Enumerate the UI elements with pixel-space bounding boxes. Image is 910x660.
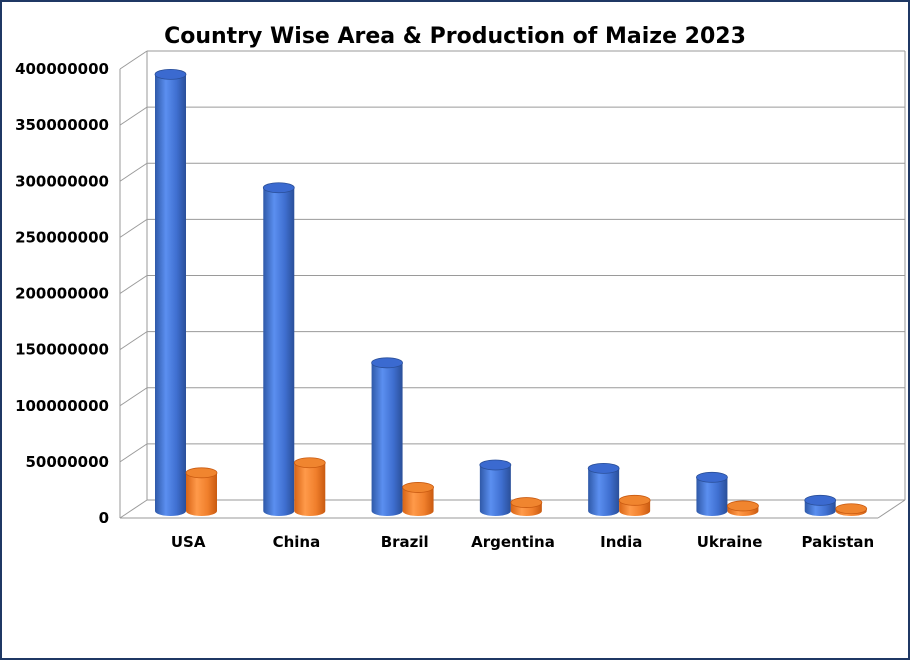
floor-right-edge (877, 499, 906, 519)
bar-top (262, 182, 295, 194)
bar-body (371, 362, 403, 516)
chart-grid (119, 50, 906, 519)
bar-series2 (835, 503, 868, 516)
chart-title: Country Wise Area & Production of Maize … (164, 24, 746, 49)
bar-top (293, 457, 326, 469)
x-tick-label: Argentina (471, 533, 555, 551)
bar-series2 (510, 497, 543, 516)
bar-series2 (618, 494, 651, 516)
y-tick-label: 150000000 (15, 341, 109, 359)
gridline-side (119, 50, 148, 70)
y-tick-label: 100000000 (15, 397, 109, 415)
y-axis-ticks: 0 50000000 100000000 150000000 200000000 2500… (15, 60, 109, 527)
bar-top (587, 462, 620, 474)
bar-body (294, 462, 326, 516)
y-tick-label: 200000000 (15, 285, 109, 303)
y-tick-label: 0 (99, 509, 109, 527)
bar-body (402, 487, 434, 516)
x-tick-label: Pakistan (801, 533, 874, 551)
bar-series1 (696, 471, 728, 516)
gridline-side (119, 387, 148, 407)
y-tick-label: 50000000 (26, 453, 110, 471)
bar-body (186, 472, 217, 516)
y-tick-label: 250000000 (15, 228, 109, 246)
bar-top (479, 459, 512, 471)
bar-top (835, 503, 868, 515)
bar-body (479, 464, 511, 516)
bar-body (588, 468, 620, 516)
bar-top (510, 497, 543, 508)
x-tick-label: Brazil (381, 533, 429, 551)
bar-top (402, 482, 434, 493)
bar-series2 (293, 457, 326, 516)
chart-bars (154, 68, 868, 516)
bar-series1 (371, 357, 403, 516)
bar-series2 (185, 467, 218, 516)
gridline-side (119, 331, 148, 351)
y-tick-label: 400000000 (15, 60, 109, 78)
gridline-side (119, 275, 148, 294)
bar-body (263, 187, 295, 516)
bar-top (154, 68, 187, 80)
bar-top (696, 471, 728, 483)
bar-series1 (587, 462, 620, 516)
bar-top (185, 467, 218, 479)
bar-series2 (402, 482, 434, 516)
bar-series1 (154, 68, 187, 516)
bar-series1 (804, 494, 837, 516)
x-tick-label: Ukraine (697, 533, 763, 551)
gridline-side (119, 218, 148, 238)
bar-top (371, 357, 403, 369)
bar-series1 (262, 182, 295, 516)
bar-series1 (479, 459, 512, 516)
gridline-side (119, 499, 148, 519)
gridline-side (119, 106, 148, 126)
bar-top (727, 500, 759, 512)
bar-body (696, 477, 728, 516)
x-tick-label: India (600, 533, 642, 551)
gridline-side (119, 443, 148, 463)
y-tick-label: 300000000 (15, 172, 109, 190)
gridline-side (119, 162, 148, 182)
bar-top (804, 494, 837, 506)
y-tick-label: 350000000 (15, 116, 109, 134)
x-tick-label: USA (171, 533, 206, 551)
bar-top (618, 494, 651, 506)
bar-series2 (727, 500, 759, 516)
x-axis-ticks: USA China Brazil Argentina India Ukraine Pakis… (171, 533, 874, 551)
x-tick-label: China (273, 533, 321, 551)
bar-body (155, 74, 186, 516)
